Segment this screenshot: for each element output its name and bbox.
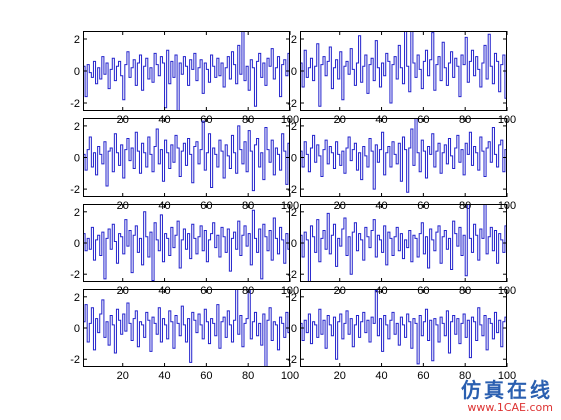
x-tick-label: 100: [281, 370, 299, 382]
y-tick-label: 2: [74, 34, 80, 46]
y-tick-label: 0: [291, 66, 297, 78]
subplot-row1-col1: 20 40 60 80 100-202: [70, 31, 299, 126]
series-line: [300, 290, 507, 365]
x-tick-label: 20: [117, 370, 129, 382]
x-tick-label: 40: [158, 370, 170, 382]
y-tick-label: -2: [287, 184, 297, 196]
subplot-row3-col1: 20 40 60 80 100-202: [70, 204, 299, 297]
y-tick-label: 0: [291, 153, 297, 165]
y-tick-label: -2: [287, 269, 297, 281]
y-tick-label: 2: [291, 121, 297, 133]
subplot-row1-col2: 20 40 60 80 100-202: [287, 31, 516, 126]
y-tick-label: 2: [74, 121, 80, 133]
y-tick-label: 0: [74, 238, 80, 250]
series-line: [83, 31, 290, 111]
y-tick-label: 2: [74, 292, 80, 304]
y-tick-label: 0: [291, 323, 297, 335]
x-tick-label: 40: [375, 370, 387, 382]
series-line: [83, 120, 290, 192]
x-tick-label: 60: [200, 370, 212, 382]
y-tick-label: 0: [291, 238, 297, 250]
y-tick-label: 0: [74, 153, 80, 165]
y-tick-label: -2: [287, 98, 297, 110]
subplot-row4-col2: 20 40 60 80 100 -2 0 2: [287, 289, 516, 382]
y-tick-label: -2: [70, 98, 80, 110]
y-tick-label: 0: [74, 323, 80, 335]
series-line: [300, 204, 507, 282]
x-tick-label: 60: [417, 370, 429, 382]
y-tick-label: -2: [70, 184, 80, 196]
y-tick-label: 2: [291, 207, 297, 219]
subplot-row3-col2: 20 40 60 80 100-202: [287, 204, 516, 297]
x-tick-label: 80: [242, 370, 254, 382]
series-line: [300, 118, 507, 193]
x-tick-label: 100: [498, 370, 516, 382]
x-tick-label: 80: [459, 370, 471, 382]
y-tick-label: 2: [291, 34, 297, 46]
y-tick-label: 2: [291, 292, 297, 304]
series-line: [83, 209, 290, 281]
y-tick-label: 0: [74, 66, 80, 78]
y-tick-label: -2: [70, 269, 80, 281]
subplot-row2-col2: 20 40 60 80 100-202: [287, 118, 516, 212]
series-line: [300, 31, 507, 107]
y-tick-label: 2: [74, 207, 80, 219]
axes-box: [300, 118, 507, 197]
subplot-row2-col1: 20 40 60 80 100-202: [70, 118, 299, 212]
y-tick-label: -2: [287, 354, 297, 366]
series-line: [83, 289, 290, 367]
subplot-row4-col1: 20 40 60 80 100-202: [70, 289, 299, 382]
y-tick-label: -2: [70, 354, 80, 366]
x-tick-label: 20: [334, 370, 346, 382]
